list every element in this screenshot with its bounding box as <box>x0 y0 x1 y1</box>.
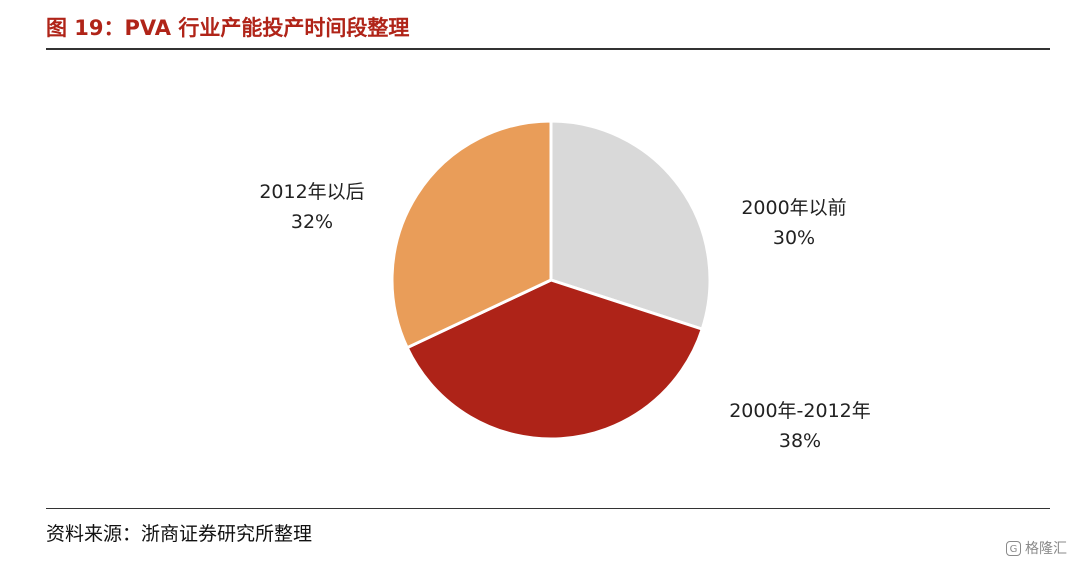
source-note: 资料来源：浙商证券研究所整理 <box>46 523 313 545</box>
pie-slice-3 <box>390 119 553 350</box>
slice-percent-3: 32% <box>291 211 333 233</box>
watermark: G 格隆汇 <box>1006 538 1067 558</box>
slice-percent-2: 38% <box>779 430 821 452</box>
figure-title: 图 19：PVA 行业产能投产时间段整理 <box>46 16 410 40</box>
pie-slice-1 <box>549 119 712 331</box>
slice-percent-1: 30% <box>773 227 815 249</box>
pie-slices <box>390 119 712 441</box>
watermark-text: 格隆汇 <box>1025 541 1067 557</box>
slice-label-3: 2012年以后 <box>259 181 364 203</box>
pie-slice-2 <box>405 278 704 441</box>
watermark-logo-icon: G <box>1006 540 1021 556</box>
title-divider <box>46 48 1050 50</box>
slice-label-2: 2000年-2012年 <box>729 400 871 422</box>
source-divider <box>46 508 1050 509</box>
pie-labels: 2000年以前 30% 2000年-2012年 38% 2012年以后 32% <box>259 181 870 452</box>
slice-label-1: 2000年以前 <box>741 197 846 219</box>
